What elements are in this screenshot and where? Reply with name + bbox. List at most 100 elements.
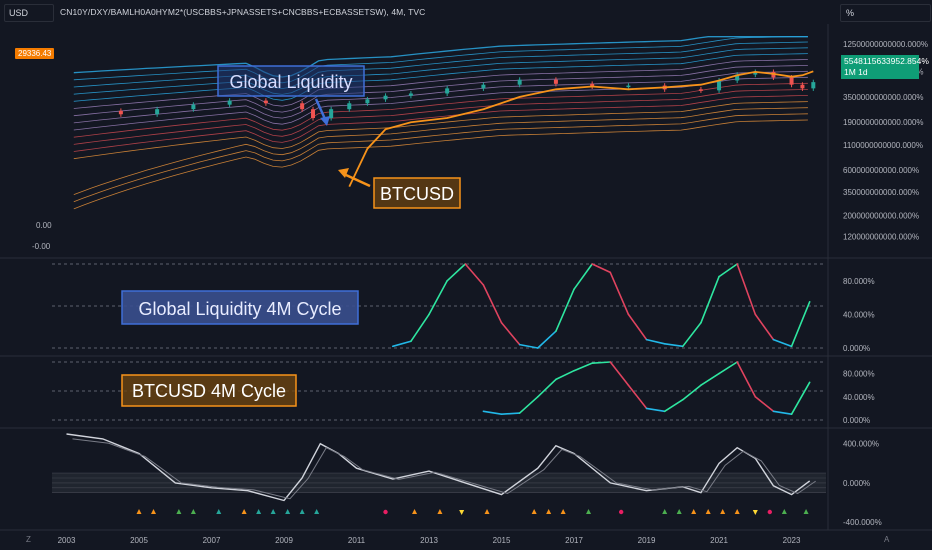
liquidity-candle <box>118 110 123 115</box>
btc-cycle-segment <box>663 398 684 413</box>
signal-up-triangle <box>256 509 262 514</box>
liquidity-candle <box>590 83 595 87</box>
liquidity-cycle-segment <box>482 284 503 324</box>
btc-cycle-segment <box>482 410 503 416</box>
zoom-toggle-icon[interactable]: Z <box>26 535 31 544</box>
y-tick-label: 1100000000000.000% <box>843 141 923 150</box>
liquidity-band-14 <box>73 113 808 203</box>
y-tick-label: 40.000% <box>843 310 875 319</box>
signal-up-triangle <box>803 509 809 514</box>
liquidity-cycle-segment <box>663 342 684 348</box>
liquidity-candle <box>481 84 486 89</box>
btc-cycle-segment <box>736 361 757 398</box>
x-tick-label: 2021 <box>710 536 728 545</box>
signal-up-triangle <box>216 509 222 514</box>
currency-selector[interactable]: USD <box>4 4 54 22</box>
liquidity-cycle-segment <box>790 300 811 348</box>
btc-cycle-segment <box>645 407 666 413</box>
liquidity-cycle-segment <box>718 263 738 278</box>
btc-cycle-segment <box>790 381 811 416</box>
liquidity-band-2 <box>73 41 808 90</box>
signal-up-triangle <box>176 509 182 514</box>
x-tick-label: 2007 <box>203 536 221 545</box>
liquidity-candle <box>735 74 740 81</box>
y-tick-label: 350000000000.000% <box>843 188 919 197</box>
signal-up-triangle <box>586 509 592 514</box>
annotation-global-liquidity: Global Liquidity <box>217 65 365 126</box>
annotation-global-liquidity-label: Global Liquidity <box>229 72 352 92</box>
liquidity-candle <box>811 82 816 89</box>
liquidity-cycle-segment <box>555 288 575 333</box>
signal-up-triangle <box>270 509 276 514</box>
scale-mode-label[interactable]: % <box>840 4 931 22</box>
y-tick-label: 0.000% <box>843 344 870 353</box>
liquidity-candle <box>789 77 794 85</box>
liquidity-band-7 <box>73 70 808 124</box>
signal-up-triangle <box>190 509 196 514</box>
signal-up-triangle <box>720 509 726 514</box>
btc-cycle-segment <box>754 395 775 413</box>
liquidity-candle <box>753 71 758 75</box>
liquidity-candle <box>300 103 305 110</box>
y-tick-label: 120000000000.000% <box>843 232 919 241</box>
last-value-tag: 5548115633952.854% 1M 1d <box>841 55 929 79</box>
liquidity-candle <box>517 79 522 85</box>
btcusd-line <box>348 70 814 187</box>
btc-cycle-segment <box>500 412 521 416</box>
last-value: 5548115633952.854% <box>844 56 929 66</box>
left-axis-label-neg-zero: -0.00 <box>32 242 51 251</box>
signal-dot <box>383 509 388 515</box>
liquidity-cycle-segment <box>464 263 485 286</box>
liquidity-cycle-segment <box>428 279 448 316</box>
oscillator-signal-line <box>72 438 816 500</box>
signal-up-triangle <box>136 509 142 514</box>
signal-down-triangle <box>459 510 465 515</box>
signal-up-triangle <box>531 509 537 514</box>
y-tick-label: 0.000% <box>843 479 870 488</box>
signal-up-triangle <box>285 509 291 514</box>
liquidity-candle <box>329 109 334 119</box>
x-tick-label: 2019 <box>638 536 656 545</box>
liquidity-cycle-segment <box>391 340 412 348</box>
signal-up-triangle <box>560 509 566 514</box>
liquidity-band-9 <box>73 82 808 138</box>
y-tick-label: 12500000000000.000% <box>843 40 928 49</box>
liquidity-band-6 <box>73 65 808 117</box>
signal-up-triangle <box>781 509 787 514</box>
x-tick-label: 2011 <box>348 536 366 545</box>
liquidity-candle <box>227 100 232 105</box>
left-axis-label-zero: 0.00 <box>36 221 52 230</box>
liquidity-candle <box>311 109 316 119</box>
liquidity-band-1 <box>73 36 808 84</box>
signal-up-triangle <box>299 509 305 514</box>
y-tick-label: 3500000000000.000% <box>843 93 924 102</box>
liquidity-candle <box>365 99 370 104</box>
signal-up-triangle <box>691 509 697 514</box>
annotation-cycle1-label: Global Liquidity 4M Cycle <box>138 299 341 319</box>
liquidity-cycle-segment <box>573 263 593 291</box>
symbol-title[interactable]: CN10Y/DXY/BAMLH0A0HYM2*(USCBBS+JPNASSETS… <box>60 7 426 17</box>
y-tick-label: 400.000% <box>843 440 879 449</box>
liquidity-cycle-segment <box>772 338 793 348</box>
signal-up-triangle <box>676 509 682 514</box>
btc-cycle-segment <box>609 361 630 387</box>
liquidity-cycle-segment <box>682 321 702 348</box>
liquidity-candle <box>408 93 413 96</box>
liquidity-candle <box>698 89 703 91</box>
annotation-btcusd: BTCUSD <box>338 168 461 209</box>
signal-up-triangle <box>412 509 418 514</box>
liquidity-candle <box>347 103 352 110</box>
auto-scale-toggle-icon[interactable]: A <box>884 535 890 544</box>
y-tick-label: 0.000% <box>843 416 870 425</box>
btc-cycle-segment <box>573 362 593 372</box>
liquidity-cycle-segment <box>500 321 521 346</box>
x-tick-label: 2017 <box>565 536 583 545</box>
liquidity-candle <box>445 88 450 94</box>
annotation-cycle2-label: BTCUSD 4M Cycle <box>132 381 286 401</box>
y-tick-label: 40.000% <box>843 393 875 402</box>
btc-cycle-segment <box>718 361 738 375</box>
btc-cycle-segment <box>555 369 575 381</box>
oscillator-line <box>66 433 811 502</box>
liquidity-candle <box>191 104 196 110</box>
